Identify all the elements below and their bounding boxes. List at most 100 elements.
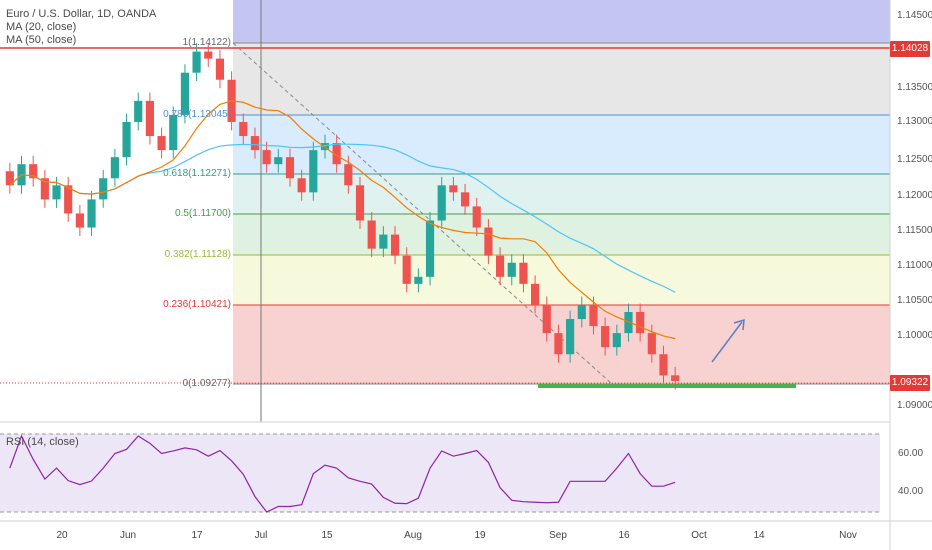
- price-axis-label: 1.12500: [897, 154, 932, 165]
- fib-trend-line[interactable]: [232, 42, 613, 385]
- candle-body: [99, 178, 108, 200]
- candle-body: [495, 255, 505, 277]
- arrow-icon[interactable]: [711, 318, 745, 363]
- time-axis-label: Aug: [404, 530, 422, 541]
- rsi-legend: RSI (14, close): [6, 436, 79, 449]
- candle-body: [239, 121, 248, 137]
- candle-body: [87, 199, 96, 228]
- ma20-line: [9, 100, 676, 340]
- rsi-axis-label: 60.00: [898, 448, 924, 459]
- candle-body: [390, 234, 400, 256]
- candle-body: [624, 311, 633, 334]
- candle-body: [659, 354, 668, 376]
- candle-body: [169, 114, 178, 151]
- candle-body: [554, 333, 563, 355]
- candle-body: [75, 213, 84, 228]
- candle-body: [379, 234, 388, 249]
- price-axis-label: 1.12000: [897, 190, 932, 201]
- time-axis-label: 14: [753, 530, 765, 541]
- price-axis-label: 1.13500: [897, 82, 932, 93]
- candle-body: [180, 72, 190, 115]
- price-axis-label: 1.09000: [897, 400, 932, 411]
- candle-body: [484, 227, 493, 256]
- fib-label-0236: 0.236(1.10421): [163, 299, 231, 310]
- time-axis-label: Jun: [119, 530, 137, 541]
- time-axis-label: Sep: [549, 530, 567, 541]
- candle-body: [460, 192, 470, 207]
- fib-label-0: 0(1.09277): [182, 378, 231, 389]
- candle-body: [425, 220, 435, 277]
- candle-body: [204, 51, 213, 59]
- time-axis-label: Oct: [691, 530, 707, 541]
- candle-body: [636, 311, 645, 334]
- ma20-label[interactable]: MA (20, close): [6, 21, 77, 33]
- symbol-title: Euro / U.S. Dollar, 1D, OANDA: [6, 8, 157, 20]
- candle-body: [612, 333, 621, 348]
- price-axis-label: 1.14500: [897, 10, 932, 21]
- candle-body: [297, 178, 306, 193]
- price-axis-label: 1.10500: [897, 295, 932, 306]
- candle-body: [262, 150, 271, 165]
- price-axis-label: 1.10000: [897, 330, 932, 341]
- chart-legend: Euro / U.S. Dollar, 1D, OANDA MA (20, cl…: [6, 8, 156, 47]
- ma50-label[interactable]: MA (50, close): [6, 34, 77, 46]
- candle-body: [367, 220, 376, 249]
- candle-body: [250, 136, 260, 151]
- candle-body: [577, 304, 586, 320]
- candle-body: [29, 164, 38, 179]
- price-axis-label: 1.13000: [897, 116, 932, 127]
- fib-label-0382: 0.382(1.11128): [164, 249, 231, 260]
- resistance-price-tag[interactable]: 1.14028: [890, 41, 930, 57]
- candle-body: [402, 255, 411, 284]
- candle-body: [40, 178, 49, 200]
- candle-body: [64, 185, 73, 214]
- candle-body: [449, 185, 458, 193]
- candle-body: [192, 51, 201, 73]
- candle-body: [414, 276, 423, 284]
- price-axis-label: 1.11000: [897, 260, 932, 271]
- time-axis-label: 20: [56, 530, 68, 541]
- fib-label-05: 0.5(1.11700): [175, 208, 231, 219]
- candle-body: [285, 157, 295, 179]
- candle-body: [344, 164, 353, 186]
- price-axis-label: 1.11500: [897, 225, 932, 236]
- candle-body: [309, 150, 318, 193]
- candle-body: [437, 185, 446, 221]
- fib-label-1: 1(1.14122): [182, 37, 231, 48]
- candle-body: [145, 100, 154, 137]
- current-price-tag[interactable]: 1.09322: [890, 375, 930, 391]
- candle-body: [472, 206, 481, 228]
- time-axis-label: Jul: [254, 530, 268, 541]
- rsi-label[interactable]: RSI (14, close): [6, 436, 79, 448]
- candle-body: [52, 185, 61, 200]
- time-axis-label: Nov: [839, 530, 857, 541]
- time-axis-label: 15: [321, 530, 333, 541]
- candle-body: [589, 304, 598, 327]
- candle-body: [519, 262, 528, 284]
- candle-body: [601, 326, 610, 348]
- fib-label-0618: 0.618(1.12271): [163, 168, 231, 179]
- candle-body: [355, 185, 365, 221]
- rsi-line: [9, 434, 676, 513]
- rsi-band: [0, 434, 880, 512]
- candle-body: [671, 375, 680, 381]
- time-axis-label: 19: [474, 530, 486, 541]
- candle-body: [134, 100, 143, 122]
- candle-body: [122, 121, 131, 158]
- candle-body: [215, 58, 225, 80]
- candle-body: [542, 304, 551, 334]
- candle-body: [110, 157, 119, 179]
- candle-body: [274, 157, 283, 165]
- candle-body: [647, 333, 656, 355]
- rsi-axis-label: 40.00: [898, 486, 924, 497]
- time-axis-label: 16: [618, 530, 630, 541]
- candle-body: [507, 262, 516, 277]
- time-axis-label: 17: [191, 530, 203, 541]
- candle-body: [566, 319, 575, 355]
- candle-body: [531, 283, 540, 305]
- candle-body: [332, 143, 341, 165]
- candle-body: [5, 171, 14, 186]
- fib-label-0786: 0.786(1.13045): [163, 109, 231, 120]
- fib-zones: [233, 0, 890, 384]
